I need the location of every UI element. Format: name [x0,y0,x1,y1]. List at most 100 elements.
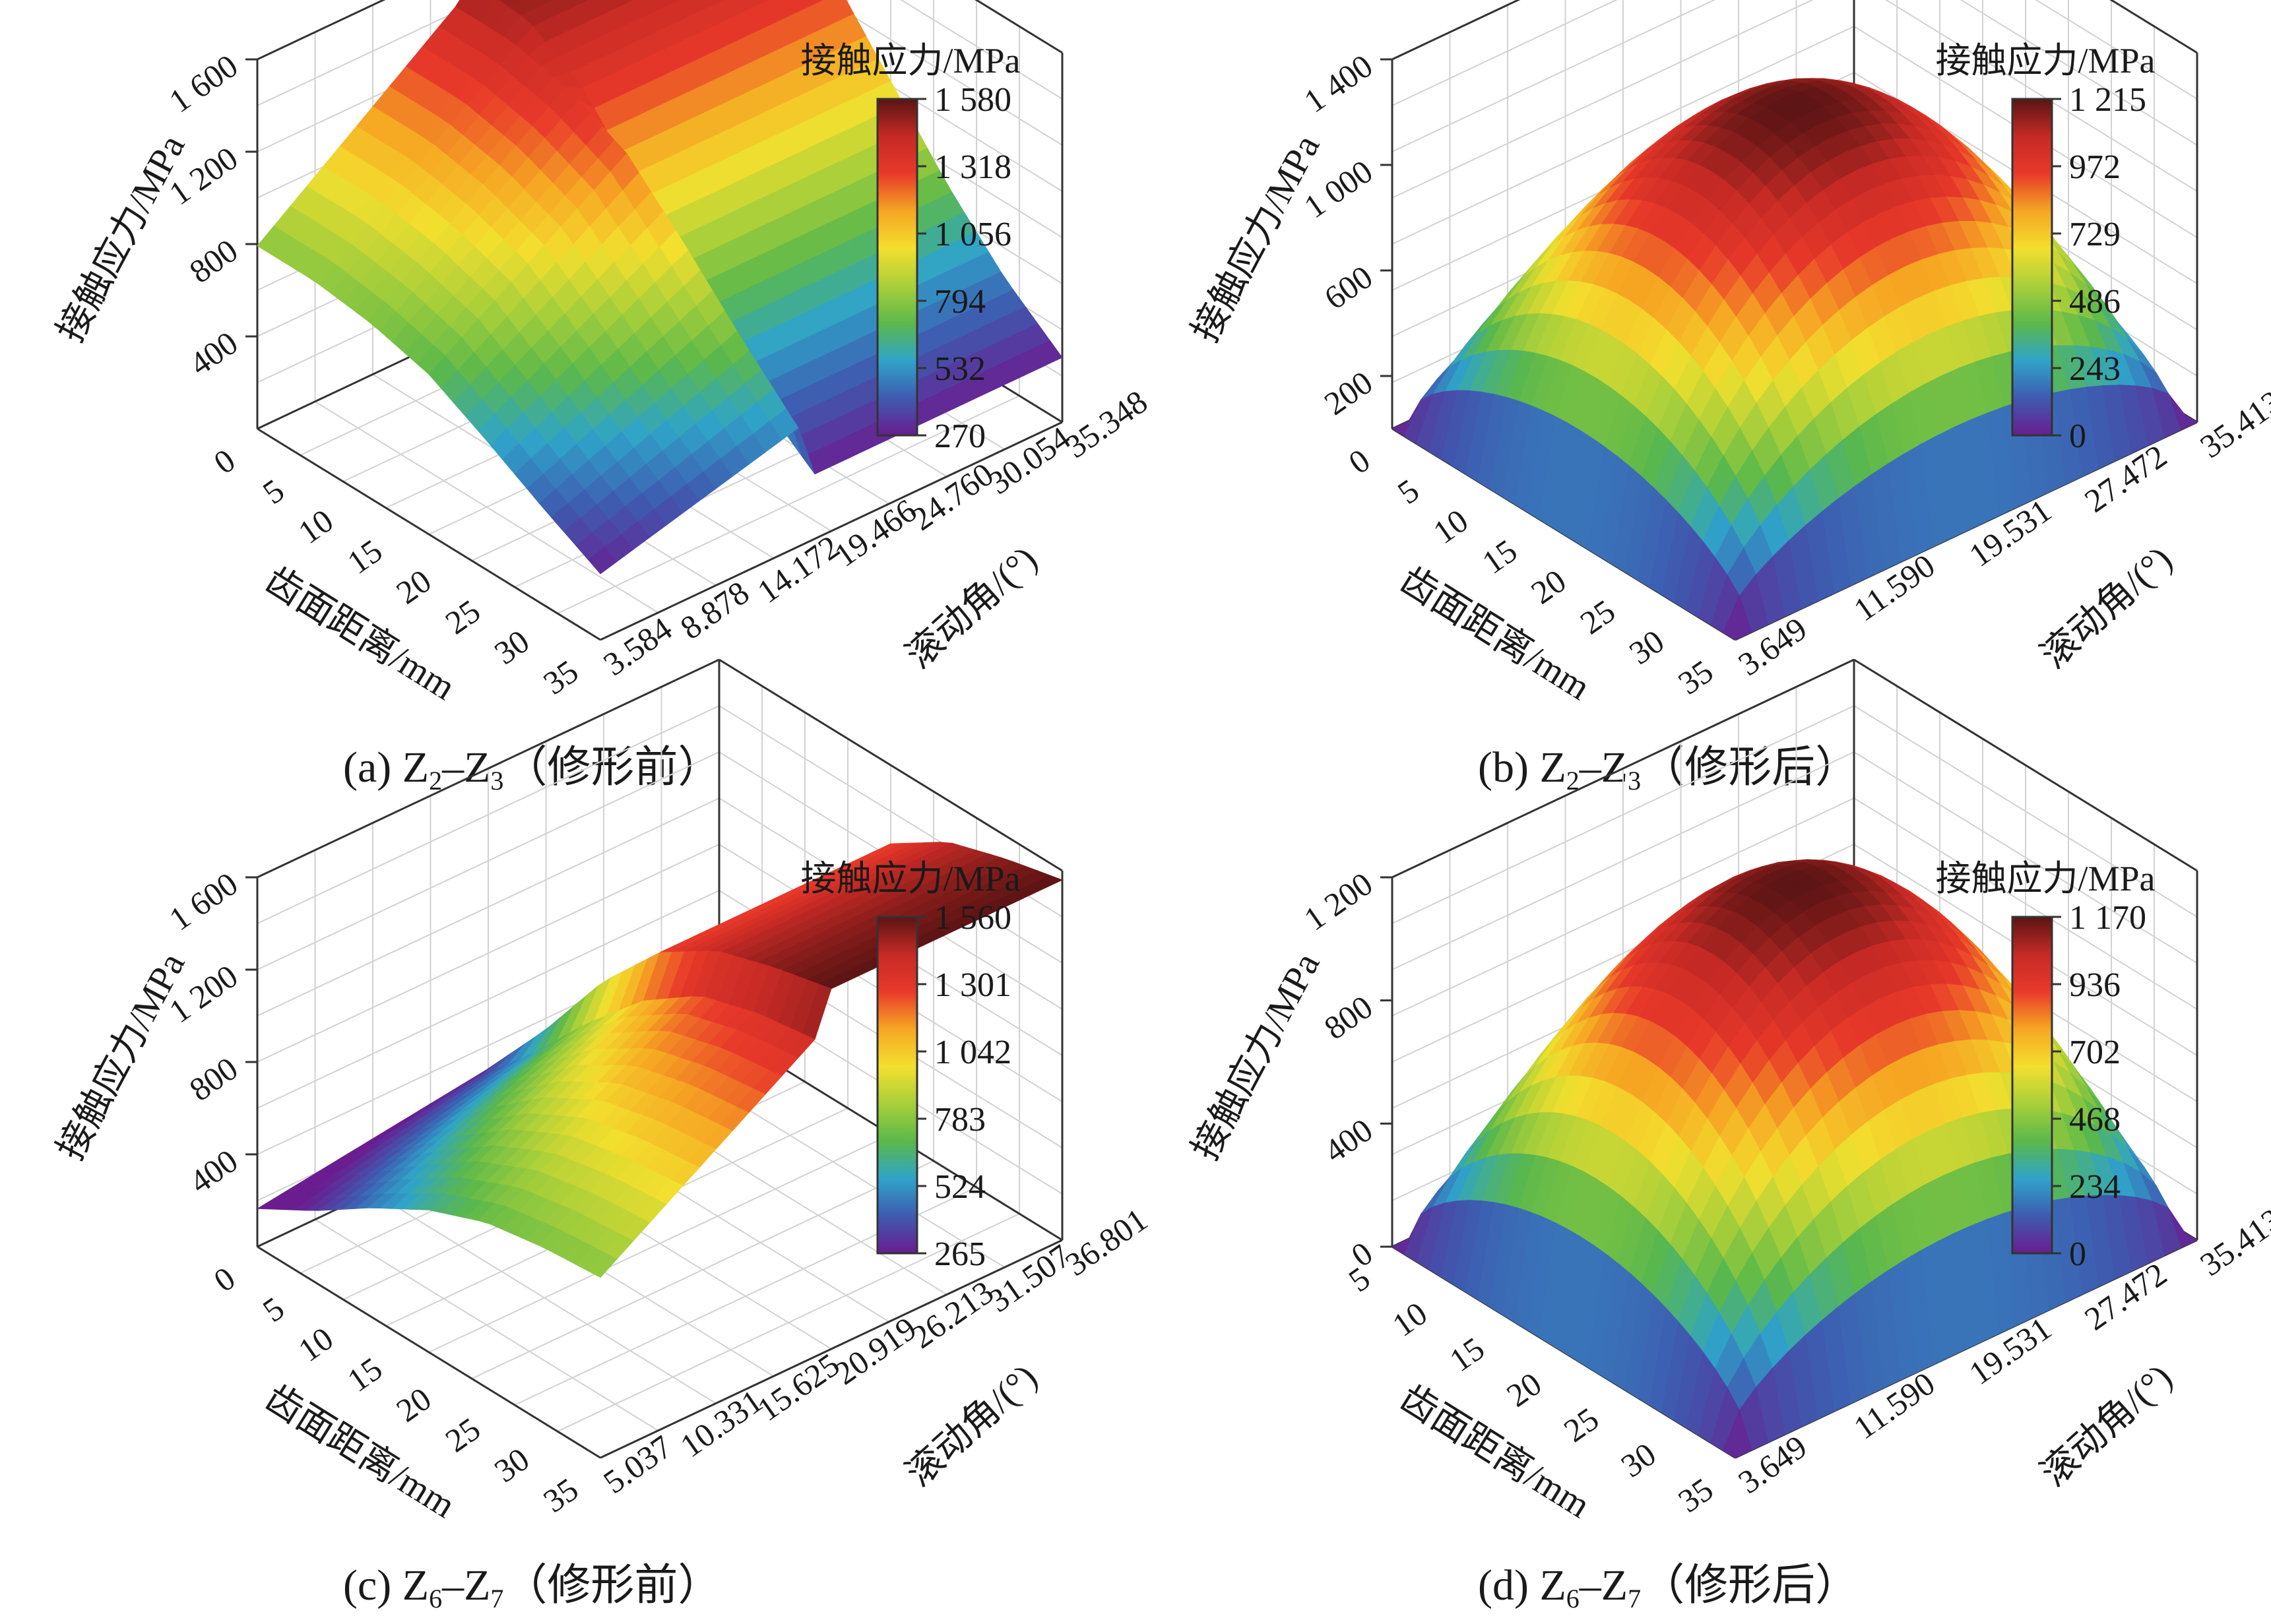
colorbar-tick-label: 524 [934,1168,986,1206]
z-tick-label: 200 [1318,363,1380,422]
caption-prefix: (c) [343,1561,402,1609]
colorbar-tick-label: 486 [2069,283,2121,321]
x-tick-label: 5 [256,472,291,511]
caption-sub-b: 7 [490,1584,503,1613]
grid-line [1853,751,2198,964]
x-tick-label: 35 [1671,1470,1719,1520]
z-tick-label: 400 [1318,1111,1380,1170]
y-tick-label: 14.172 [751,528,847,610]
x-tick-label: 15 [1475,532,1523,581]
grid-line [557,395,1020,614]
caption-prefix: (a) [343,743,402,792]
axis-edge [1391,0,1521,61]
colorbar [2011,916,2053,1255]
z-tick-label: 1 200 [1297,865,1379,937]
z-tick-label: 800 [183,232,245,290]
grid-line [257,844,720,1063]
z-tick-label: 1 600 [162,47,244,119]
caption-sub-b: 3 [490,766,503,796]
z-tick-label: 600 [1318,258,1380,317]
grid-line [257,0,483,106]
x-axis-label: 齿面距离/mm [258,1377,463,1526]
grid-line [900,0,1063,100]
colorbar-tick-label: 270 [934,418,986,455]
x-tick-label: 10 [292,502,340,551]
colorbar-tick-label: 1 301 [934,966,1011,1004]
x-tick-label: 35 [536,652,585,702]
caption-sub-a: 2 [429,766,442,796]
colorbar-tick-label: 532 [934,350,986,388]
y-tick-label: 26.213 [905,1273,1000,1356]
caption-sub-a: 6 [1566,1584,1580,1613]
x-tick-label: 20 [389,562,437,611]
x-tick-label: 0 [207,441,242,481]
y-axis-label: 滚动角/(°) [2033,539,2180,677]
colorbar-tick-label: 1 056 [934,216,1011,253]
caption-note: （修形前） [503,743,721,792]
x-tick-label: 25 [439,1410,487,1460]
y-tick-label: 10.331 [674,1382,769,1464]
colorbar-tick-label: 0 [2069,418,2086,455]
axis-edge [257,427,601,641]
colorbar [876,916,918,1255]
colorbar-tick-label: 936 [2069,966,2121,1004]
panel-caption: (a) Z2–Z3（修形前） [343,743,721,796]
x-axis-label: 齿面距离/mm [1393,559,1597,708]
y-tick-label: 19.466 [827,491,923,574]
panel-caption: (d) Z6–Z7（修形后） [1478,1561,1859,1613]
x-tick-label: 10 [292,1320,340,1369]
caption-pair-b: –Z [1579,743,1628,792]
x-tick-label: 15 [340,532,389,581]
grid-line [257,705,720,924]
z-tick-label: 400 [183,1142,245,1201]
axis-edge [257,1245,601,1459]
colorbar-tick-label: 265 [934,1235,986,1273]
axis-edge [719,658,1063,872]
grid-line [1391,705,1855,924]
colorbar-tick-label: 468 [2069,1101,2121,1139]
axis-edge [2109,0,2198,54]
colorbar-tick-label: 234 [2069,1168,2121,1206]
x-axis-label: 齿面距离/mm [258,559,463,708]
panel-caption: (b) Z2–Z3（修形后） [1478,743,1859,796]
colorbar-title: 接触应力/MPa [1935,41,2155,80]
colorbar-tick-label: 243 [2069,350,2121,388]
axis-edge [1391,658,1855,879]
caption-pair-a: Z [1539,743,1566,792]
colorbar [2011,98,2053,437]
colorbar-tick-label: 1 560 [934,899,1011,937]
colorbar-tick-label: 1 318 [934,148,1011,186]
grid-line [1391,0,1814,199]
x-tick-label: 30 [488,1440,536,1489]
y-tick-label: 35.413 [2193,383,2271,465]
caption-sub-a: 2 [1566,766,1580,796]
x-tick-label: 30 [1622,622,1671,671]
x-tick-label: 0 [207,1259,242,1299]
axis-edge [975,0,1063,54]
caption-pair-a: Z [1539,1561,1566,1609]
colorbar-tick-label: 729 [2069,216,2121,253]
z-tick-label: 1 600 [162,865,244,937]
colorbar-tick-label: 702 [2069,1034,2121,1071]
x-tick-label: 25 [1557,1400,1605,1449]
grid-line [1853,797,2198,1010]
colorbar-title: 接触应力/MPa [800,41,1020,80]
x-tick-label: 10 [1426,502,1475,551]
grid-line [1884,0,2198,192]
y-tick-label: 35.413 [2193,1201,2271,1283]
y-axis-label: 滚动角/(°) [899,539,1045,677]
z-axis-label: 接触应力/MPa [1185,128,1328,348]
caption-pair-b: –Z [441,1561,490,1609]
caption-sub-b: 3 [1628,766,1641,796]
colorbar-tick-label: 1 215 [2069,81,2146,119]
x-tick-label: 20 [1500,1365,1548,1414]
caption-prefix: (b) [1478,743,1539,792]
surface [256,842,1064,1278]
x-tick-label: 10 [1386,1294,1434,1344]
colorbar-tick-label: 1 042 [934,1034,1011,1071]
y-tick-label: 3.584 [596,610,678,683]
